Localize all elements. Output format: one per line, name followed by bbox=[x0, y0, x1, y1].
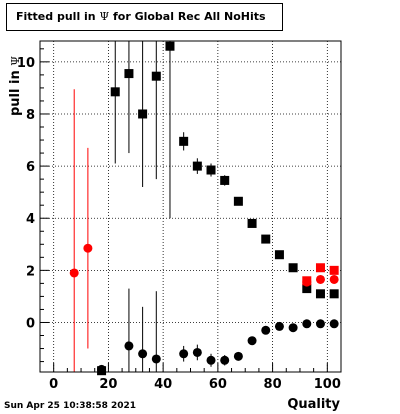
data-point-circle bbox=[206, 355, 216, 365]
data-point-square bbox=[315, 263, 325, 273]
data-point-square bbox=[124, 69, 134, 79]
y-axis-label: pull in Ψ bbox=[8, 56, 23, 116]
data-point-square bbox=[110, 87, 120, 97]
data-point-square bbox=[274, 250, 284, 260]
x-tick-label: 100 bbox=[314, 377, 341, 392]
data-point-circle bbox=[329, 319, 339, 329]
data-point-square bbox=[165, 41, 175, 51]
data-point-circle bbox=[151, 354, 161, 364]
title-symbol: Ψ bbox=[99, 10, 110, 23]
data-point-circle bbox=[124, 341, 134, 351]
x-tick-label: 20 bbox=[99, 377, 117, 392]
data-point-square bbox=[302, 284, 312, 294]
data-point-circle bbox=[288, 323, 298, 333]
x-tick-label: 0 bbox=[49, 377, 58, 392]
data-point-circle bbox=[192, 347, 202, 357]
y-tick-label: 10 bbox=[17, 56, 35, 71]
data-point-square bbox=[261, 234, 271, 244]
data-point-square bbox=[192, 161, 202, 171]
x-tick-label: 40 bbox=[154, 377, 172, 392]
chart-title: Fitted pull in Ψ for Global Rec All NoHi… bbox=[6, 3, 283, 31]
data-point-circle bbox=[83, 243, 93, 253]
data-point-square bbox=[220, 175, 230, 185]
data-point-square bbox=[138, 109, 148, 119]
y-tick-label: 0 bbox=[26, 316, 35, 331]
data-point-circle bbox=[233, 351, 243, 361]
data-point-square bbox=[247, 218, 257, 228]
data-point-square bbox=[151, 71, 161, 81]
data-point-square bbox=[315, 289, 325, 299]
data-point-square bbox=[329, 265, 339, 275]
title-suffix: for Global Rec All NoHits bbox=[109, 10, 266, 23]
data-point-circle bbox=[315, 319, 325, 329]
title-prefix: Fitted pull in bbox=[16, 10, 100, 23]
data-point-circle bbox=[261, 325, 271, 335]
data-point-square bbox=[179, 136, 189, 146]
y-axis-label-text: pull in bbox=[8, 66, 23, 116]
data-point-circle bbox=[220, 355, 230, 365]
data-point-circle bbox=[138, 349, 148, 359]
y-tick-label: 8 bbox=[26, 108, 35, 123]
x-tick-label: 80 bbox=[264, 377, 282, 392]
x-tick-label: 60 bbox=[209, 377, 227, 392]
data-point-square bbox=[329, 289, 339, 299]
data-point-circle bbox=[302, 319, 312, 329]
data-markers bbox=[69, 41, 339, 376]
data-point-circle bbox=[97, 364, 107, 374]
x-axis-label: Quality bbox=[287, 397, 340, 412]
y-tick-label: 2 bbox=[26, 264, 35, 279]
data-point-circle bbox=[247, 336, 257, 346]
timestamp: Sun Apr 25 10:38:58 2021 bbox=[4, 401, 137, 411]
data-point-circle bbox=[329, 274, 339, 284]
data-point-square bbox=[233, 196, 243, 206]
y-axis-label-symbol: Ψ bbox=[9, 56, 22, 66]
data-point-circle bbox=[69, 268, 79, 278]
data-point-circle bbox=[274, 321, 284, 331]
axis-ticks bbox=[39, 48, 342, 372]
y-tick-label: 4 bbox=[26, 212, 35, 227]
y-tick-label: 6 bbox=[26, 160, 35, 175]
axis-tick-labels: 0 20 40 60 80 100 0 2 4 6 8 10 bbox=[17, 56, 341, 392]
grid-lines bbox=[40, 41, 341, 372]
data-point-square bbox=[206, 165, 216, 175]
svg-text:pull in Ψ: pull in Ψ bbox=[8, 56, 23, 116]
data-point-square bbox=[288, 263, 298, 273]
data-point-circle bbox=[315, 274, 325, 284]
data-point-square bbox=[302, 276, 312, 286]
data-point-circle bbox=[179, 349, 189, 359]
